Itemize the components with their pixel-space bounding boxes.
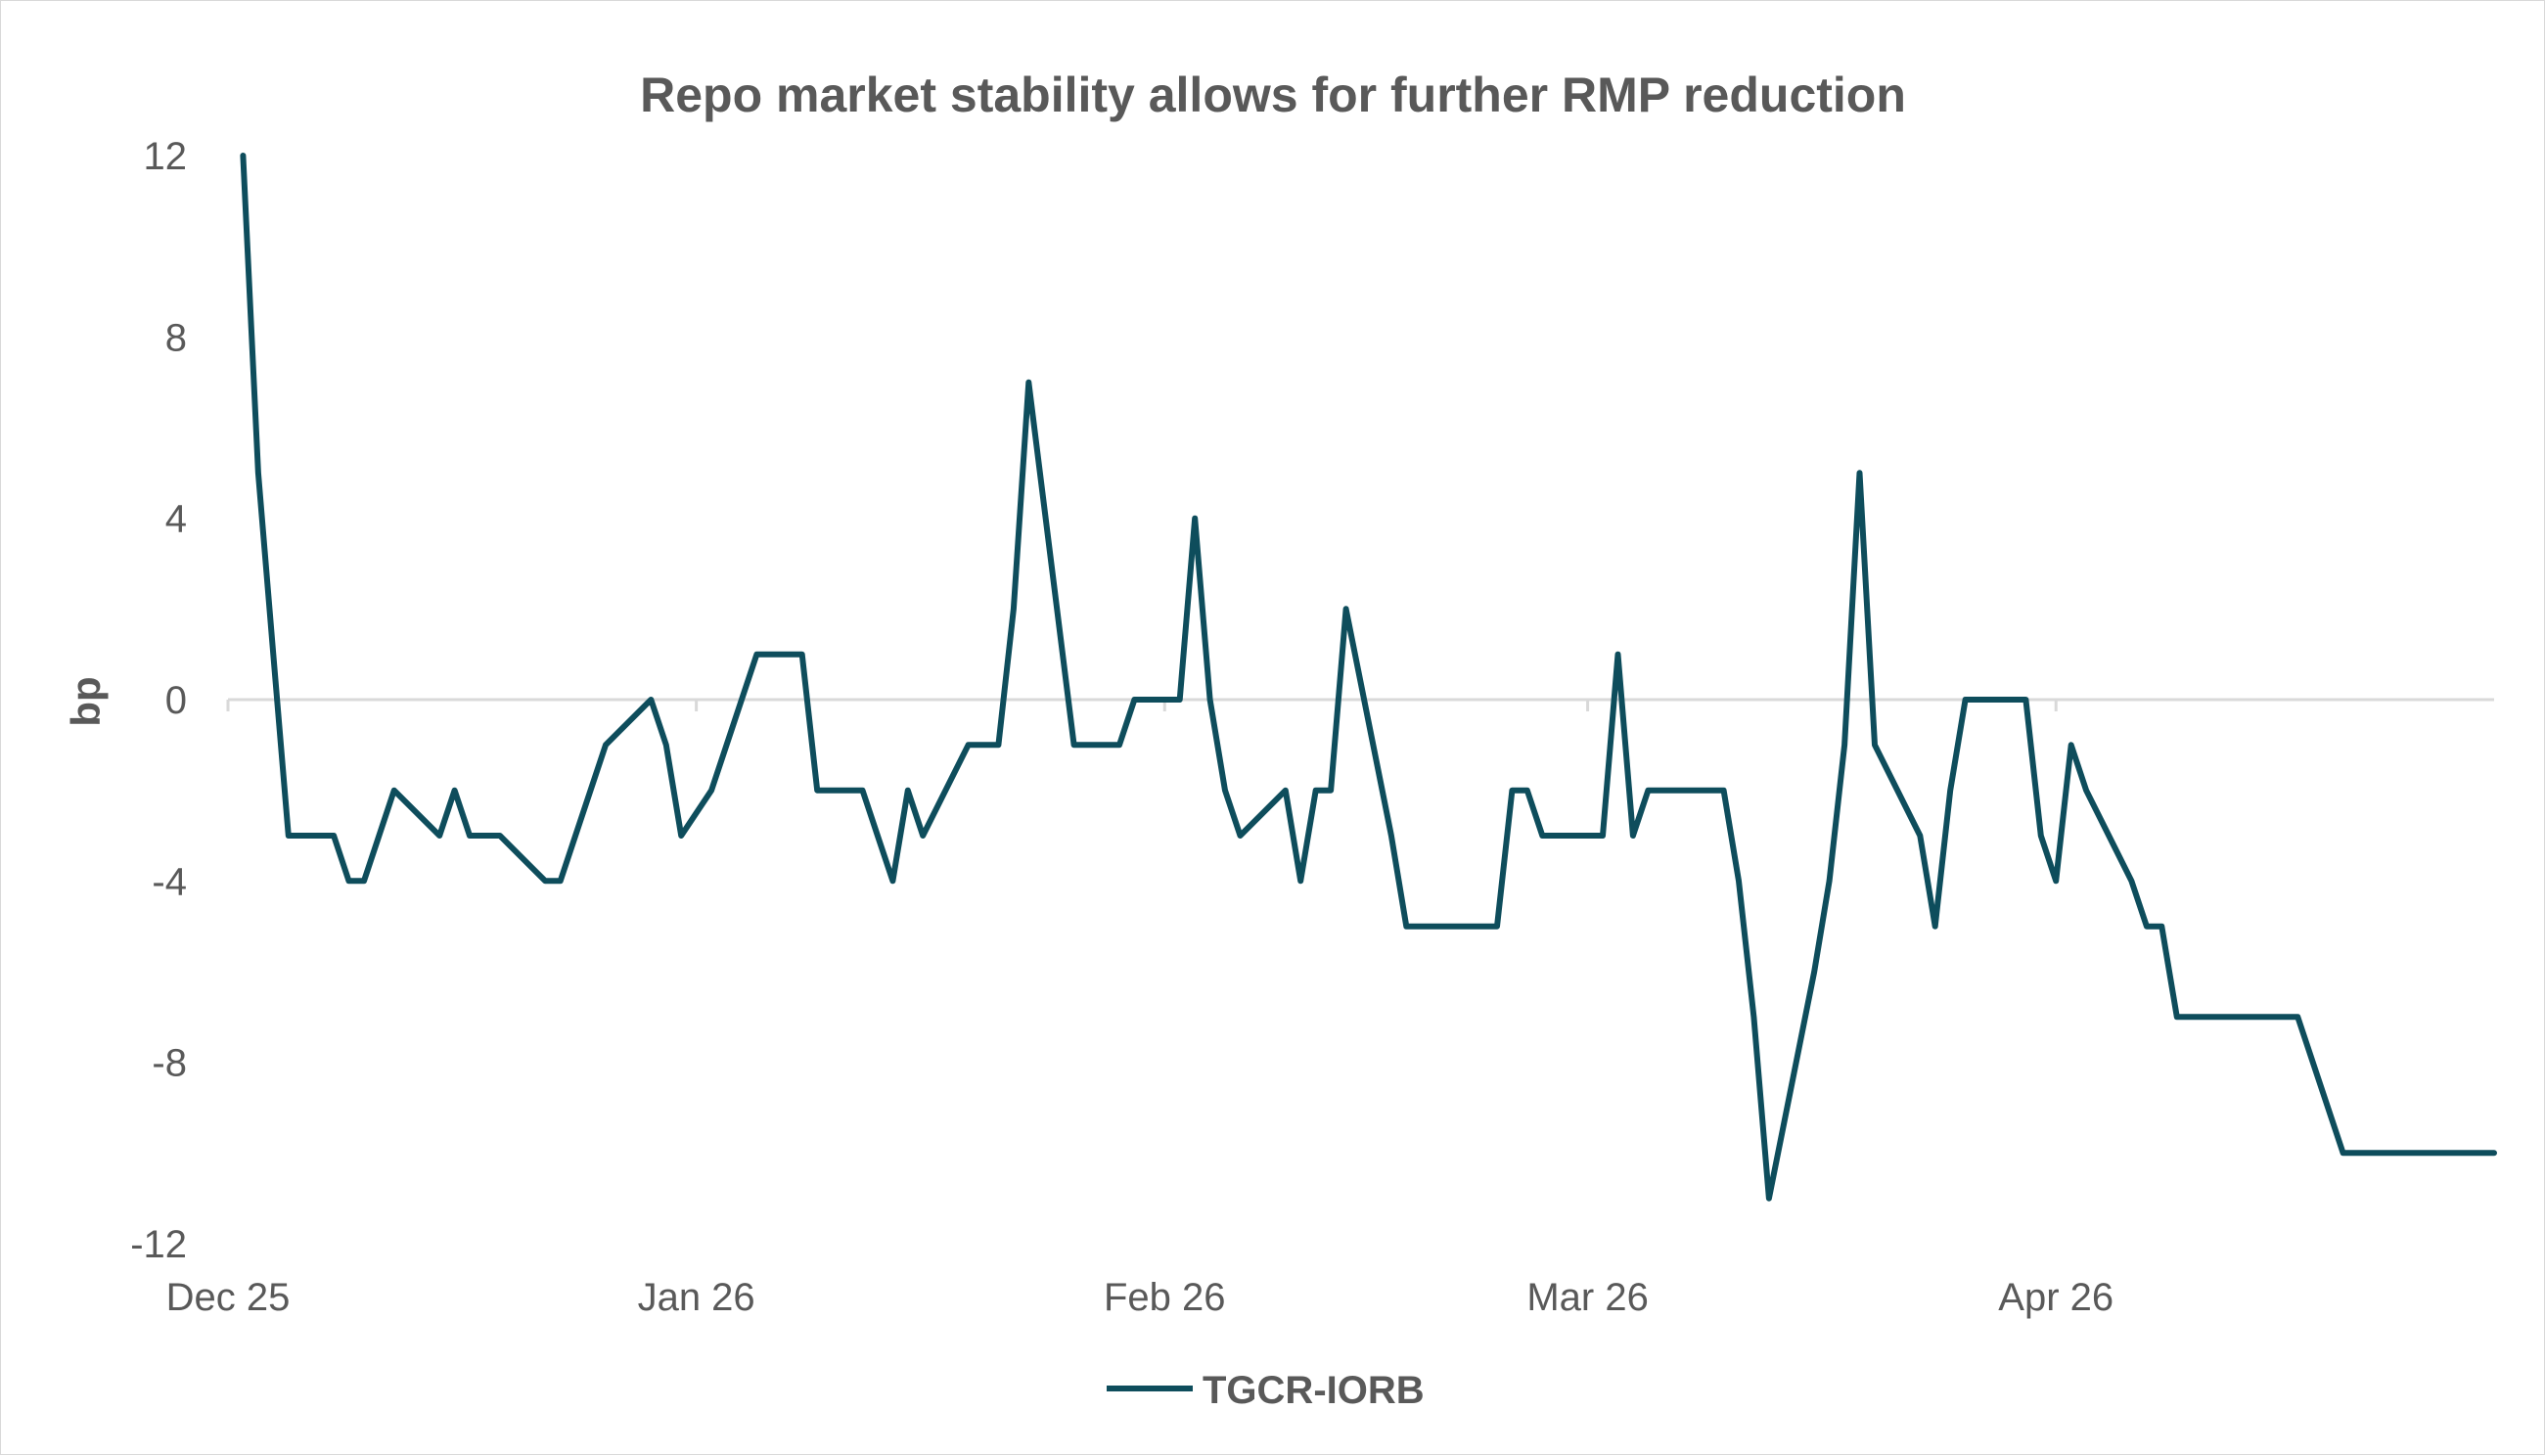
legend-label: TGCR-IORB	[1203, 1369, 1425, 1412]
y-axis-ticks: 12 8 4 0 -4 -8 -12	[130, 135, 187, 1266]
y-axis-label: bp	[63, 676, 109, 726]
y-tick-label: -8	[152, 1042, 187, 1085]
x-tick-label: Apr 26	[1998, 1276, 2113, 1319]
x-tick-label: Feb 26	[1104, 1276, 1226, 1319]
series-line	[240, 153, 2497, 1202]
y-tick-label: 4	[165, 498, 187, 541]
y-tick-label: 8	[165, 316, 187, 359]
y-tick-label: -4	[152, 860, 187, 903]
x-tick-label: Mar 26	[1526, 1276, 1649, 1319]
x-tick-label: Dec 25	[166, 1276, 291, 1319]
chart-title: Repo market stability allows for further…	[640, 68, 1906, 122]
x-tick-label: Jan 26	[638, 1276, 755, 1319]
legend: TGCR-IORB	[1107, 1369, 1425, 1412]
x-axis: Dec 25 Jan 26 Feb 26 Mar 26 Apr 26	[166, 698, 2494, 1319]
series-group	[240, 153, 2497, 1202]
y-tick-label: -12	[130, 1223, 187, 1266]
y-tick-label: 0	[165, 679, 187, 722]
y-tick-label: 12	[144, 135, 188, 178]
